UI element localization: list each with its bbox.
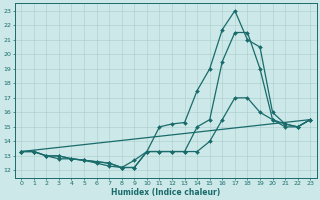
X-axis label: Humidex (Indice chaleur): Humidex (Indice chaleur) bbox=[111, 188, 220, 197]
